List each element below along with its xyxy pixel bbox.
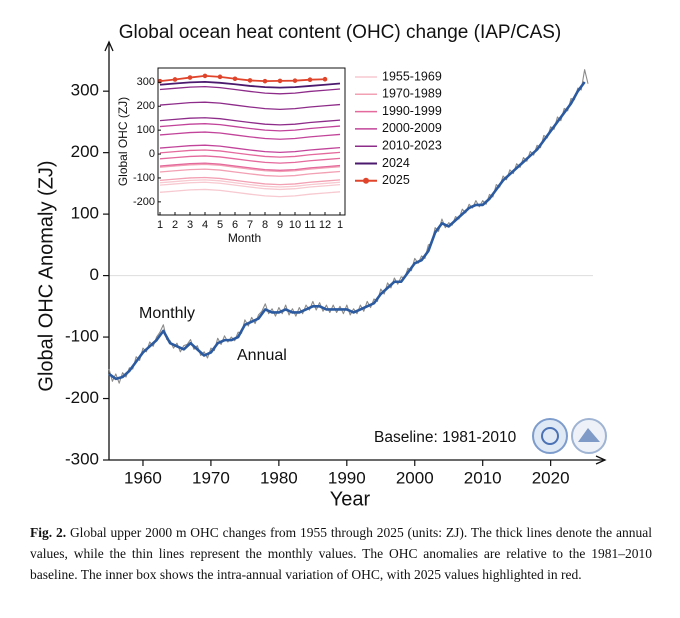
inset-line xyxy=(159,123,341,132)
inset-frame xyxy=(157,67,346,216)
x-tick-label: 1960 xyxy=(124,468,162,487)
inset-x-tick-label: 1 xyxy=(157,219,163,231)
caption-text: Global upper 2000 m OHC changes from 195… xyxy=(30,525,652,582)
inset-line xyxy=(159,74,326,83)
legend-label: 1990-1999 xyxy=(382,104,442,118)
inset-marker xyxy=(307,77,313,83)
series-line xyxy=(108,81,586,381)
x-tick-label: 2000 xyxy=(396,468,434,487)
inset-y-tick-label: -100 xyxy=(133,172,155,184)
series-label: Annual xyxy=(237,347,287,364)
inset-x-tick-label: 4 xyxy=(202,219,208,231)
logo-cas xyxy=(532,418,568,454)
inset-x-tick-label: 6 xyxy=(232,219,238,231)
inset-line xyxy=(159,181,341,191)
legend-label: 2000-2009 xyxy=(382,121,442,135)
y-tick-label: 200 xyxy=(71,142,99,161)
logo-cas-inner xyxy=(541,427,559,445)
x-axis-label: Year xyxy=(330,488,371,510)
inset-x-tick-label: 10 xyxy=(289,219,301,231)
inset-marker xyxy=(247,78,253,83)
inset-line xyxy=(159,162,341,171)
x-tick-label: 1970 xyxy=(192,468,230,487)
inset-marker xyxy=(202,73,208,79)
x-tick-label: 2010 xyxy=(464,468,502,487)
inset-line xyxy=(159,188,341,198)
inset-line xyxy=(159,144,341,154)
y-tick-label: 0 xyxy=(90,265,99,284)
chart-title: Global ocean heat content (OHC) change (… xyxy=(119,22,562,43)
inset-marker xyxy=(262,78,268,84)
chart: Global ocean heat content (OHC) change (… xyxy=(35,22,607,510)
x-axis-arrow xyxy=(595,455,607,465)
inset-x-tick-label: 8 xyxy=(262,219,268,231)
y-axis-arrow xyxy=(104,40,114,52)
inset-line xyxy=(159,85,341,95)
caption: Fig. 2. Global upper 2000 m OHC changes … xyxy=(30,522,652,585)
inset-line xyxy=(159,149,341,158)
y-tick-label: -300 xyxy=(65,449,99,468)
inset-x-tick-label: 1 xyxy=(337,219,343,231)
inset-line xyxy=(159,163,341,173)
inset-line xyxy=(159,131,341,140)
y-tick-label: -200 xyxy=(65,388,99,407)
inset-marker xyxy=(292,78,298,83)
inset-y-tick-label: 300 xyxy=(137,76,155,88)
logos xyxy=(532,418,607,454)
inset-y-tick-label: -200 xyxy=(133,196,155,208)
inset-y-tick-label: 200 xyxy=(137,100,155,112)
inset-x-tick-label: 9 xyxy=(277,219,283,231)
inset-marker xyxy=(277,78,283,84)
inset-x-tick-label: 2 xyxy=(172,219,178,231)
caption-label: Fig. 2. xyxy=(30,525,67,540)
x-tick-label: 1990 xyxy=(328,468,366,487)
inset-x-tick-label: 3 xyxy=(187,219,193,231)
inset-y-axis-label: Global OHC (ZJ) xyxy=(116,97,130,186)
inset-x-tick-label: 5 xyxy=(217,219,223,231)
inset-marker xyxy=(322,76,328,82)
inset-background xyxy=(158,68,345,215)
inset-marker xyxy=(187,75,193,80)
legend-label: 1970-1989 xyxy=(382,87,442,101)
y-axis-label: Global OHC Anomaly (ZJ) xyxy=(35,160,57,391)
legend-marker xyxy=(363,177,369,184)
inset-x-axis-label: Month xyxy=(228,231,261,245)
x-tick-label: 2020 xyxy=(532,468,570,487)
inset-x-tick-label: 11 xyxy=(304,219,315,231)
y-tick-label: 100 xyxy=(71,204,99,223)
inset-marker xyxy=(172,77,178,82)
inset-marker xyxy=(217,74,223,80)
series-label: Monthly xyxy=(139,305,195,322)
inset-line xyxy=(159,117,341,126)
y-tick-label: -100 xyxy=(65,327,99,346)
legend-label: 1955-1969 xyxy=(382,69,442,83)
x-tick-label: 1980 xyxy=(260,468,298,487)
inset-line xyxy=(159,101,341,111)
inset-y-tick-label: 100 xyxy=(137,124,155,136)
inset-y-tick-label: 0 xyxy=(149,148,155,160)
legend-label: 2024 xyxy=(382,156,410,170)
logo-iap-mark xyxy=(578,428,600,442)
annotation: Baseline: 1981-2010 xyxy=(374,429,517,446)
inset-line xyxy=(159,176,341,186)
inset-x-tick-label: 7 xyxy=(247,219,253,231)
y-tick-label: 300 xyxy=(71,81,99,100)
inset-line xyxy=(159,179,341,188)
legend-label: 2025 xyxy=(382,173,410,187)
inset-line xyxy=(159,155,341,164)
legend-label: 2010-2023 xyxy=(382,138,442,152)
inset-line xyxy=(159,80,341,89)
inset-marker xyxy=(232,76,238,82)
inset-x-tick-label: 12 xyxy=(319,219,331,231)
inset-line xyxy=(159,168,341,177)
